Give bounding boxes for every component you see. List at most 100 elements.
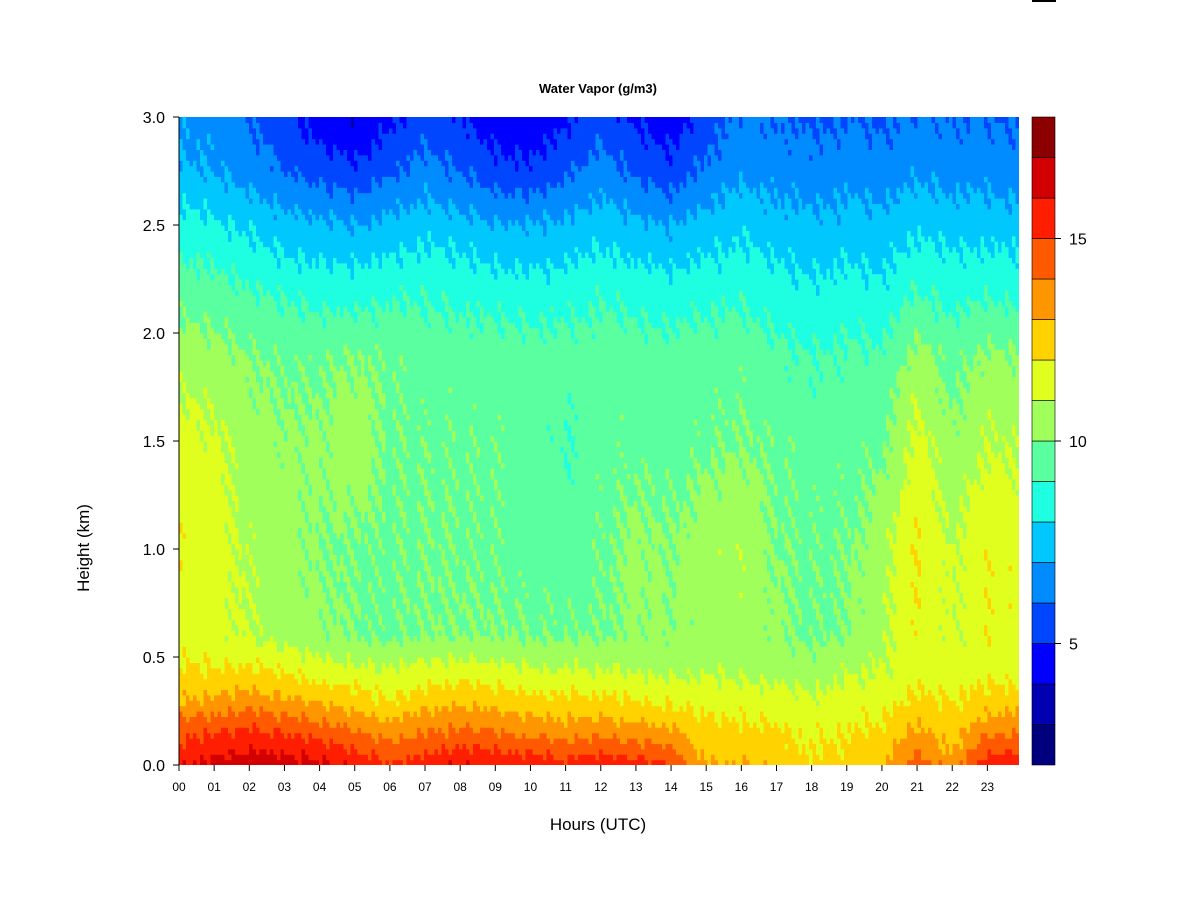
heatmap-cell bbox=[312, 495, 316, 501]
heatmap-cell bbox=[232, 614, 236, 620]
heatmap-cell bbox=[267, 490, 271, 496]
heatmap-cell bbox=[277, 317, 281, 323]
heatmap-cell bbox=[218, 425, 222, 431]
heatmap-cell bbox=[190, 263, 194, 269]
heatmap-cell bbox=[309, 187, 313, 193]
heatmap-cell bbox=[239, 149, 243, 155]
heatmap-cell bbox=[305, 522, 309, 528]
heatmap-cell bbox=[316, 322, 320, 328]
heatmap-cell bbox=[253, 592, 257, 598]
heatmap-cell bbox=[249, 236, 253, 242]
heatmap-cell bbox=[288, 387, 292, 393]
heatmap-cell bbox=[312, 349, 316, 355]
heatmap-cell bbox=[323, 398, 327, 404]
heatmap-cell bbox=[270, 549, 274, 555]
heatmap-cell bbox=[260, 711, 264, 717]
heatmap-cell bbox=[260, 365, 264, 371]
heatmap-cell bbox=[179, 220, 183, 226]
heatmap-cell bbox=[316, 522, 320, 528]
heatmap-cell bbox=[323, 695, 327, 701]
heatmap-cell bbox=[277, 533, 281, 539]
heatmap-cell bbox=[298, 468, 302, 474]
heatmap-cell bbox=[309, 290, 313, 296]
heatmap-cell bbox=[302, 511, 306, 517]
heatmap-cell bbox=[183, 360, 187, 366]
heatmap-cell bbox=[218, 122, 222, 128]
heatmap-cell bbox=[186, 614, 190, 620]
heatmap-cell bbox=[291, 301, 295, 307]
heatmap-cell bbox=[263, 625, 267, 631]
heatmap-cell bbox=[204, 328, 208, 334]
heatmap-cell bbox=[249, 279, 253, 285]
heatmap-cell bbox=[288, 311, 292, 317]
heatmap-cell bbox=[214, 506, 218, 512]
heatmap-cell bbox=[288, 376, 292, 382]
heatmap-cell bbox=[284, 344, 288, 350]
heatmap-cell bbox=[242, 328, 246, 334]
heatmap-cell bbox=[204, 716, 208, 722]
heatmap-cell bbox=[242, 727, 246, 733]
heatmap-cell bbox=[190, 236, 194, 242]
heatmap-cell bbox=[312, 468, 316, 474]
heatmap-cell bbox=[312, 376, 316, 382]
heatmap-cell bbox=[295, 679, 299, 685]
heatmap-cell bbox=[249, 247, 253, 253]
heatmap-cell bbox=[179, 657, 183, 663]
heatmap-cell bbox=[305, 635, 309, 641]
heatmap-cell bbox=[309, 241, 313, 247]
heatmap-cell bbox=[235, 560, 239, 566]
heatmap-cell bbox=[183, 711, 187, 717]
heatmap-cell bbox=[260, 484, 264, 490]
heatmap-cell bbox=[260, 452, 264, 458]
heatmap-cell bbox=[200, 268, 204, 274]
heatmap-cell bbox=[225, 592, 229, 598]
heatmap-cell bbox=[242, 641, 246, 647]
heatmap-cell bbox=[242, 268, 246, 274]
heatmap-cell bbox=[190, 457, 194, 463]
heatmap-cell bbox=[211, 700, 215, 706]
heatmap-cell bbox=[274, 295, 278, 301]
heatmap-cell bbox=[316, 727, 320, 733]
heatmap-cell bbox=[260, 311, 264, 317]
heatmap-cell bbox=[200, 473, 204, 479]
heatmap-cell bbox=[200, 144, 204, 150]
heatmap-cell bbox=[183, 225, 187, 231]
heatmap-cell bbox=[281, 257, 285, 263]
heatmap-cell bbox=[225, 409, 229, 415]
heatmap-cell bbox=[316, 495, 320, 501]
heatmap-cell bbox=[309, 733, 313, 739]
heatmap-cell bbox=[281, 187, 285, 193]
heatmap-cell bbox=[214, 279, 218, 285]
heatmap-cell bbox=[277, 733, 281, 739]
heatmap-cell bbox=[242, 295, 246, 301]
heatmap-cell bbox=[267, 274, 271, 280]
heatmap-cell bbox=[260, 376, 264, 382]
heatmap-cell bbox=[207, 722, 211, 728]
heatmap-cell bbox=[232, 668, 236, 674]
heatmap-cell bbox=[190, 592, 194, 598]
heatmap-cell bbox=[256, 166, 260, 172]
heatmap-cell bbox=[316, 187, 320, 193]
heatmap-cell bbox=[193, 587, 197, 593]
heatmap-cell bbox=[267, 463, 271, 469]
heatmap-cell bbox=[239, 128, 243, 134]
heatmap-cell bbox=[284, 193, 288, 199]
heatmap-cell bbox=[232, 565, 236, 571]
heatmap-cell bbox=[242, 403, 246, 409]
heatmap-cell bbox=[295, 711, 299, 717]
heatmap-cell bbox=[235, 511, 239, 517]
heatmap-cell bbox=[277, 652, 281, 658]
heatmap-cell bbox=[291, 635, 295, 641]
heatmap-cell bbox=[323, 365, 327, 371]
heatmap-cell bbox=[232, 236, 236, 242]
heatmap-cell bbox=[284, 160, 288, 166]
heatmap-cell bbox=[267, 128, 271, 134]
heatmap-cell bbox=[281, 171, 285, 177]
heatmap-cell bbox=[221, 144, 225, 150]
heatmap-cell bbox=[274, 333, 278, 339]
heatmap-cell bbox=[309, 160, 313, 166]
heatmap-cell bbox=[214, 662, 218, 668]
heatmap-cell bbox=[323, 743, 327, 749]
heatmap-cell bbox=[312, 398, 316, 404]
heatmap-cell bbox=[214, 727, 218, 733]
